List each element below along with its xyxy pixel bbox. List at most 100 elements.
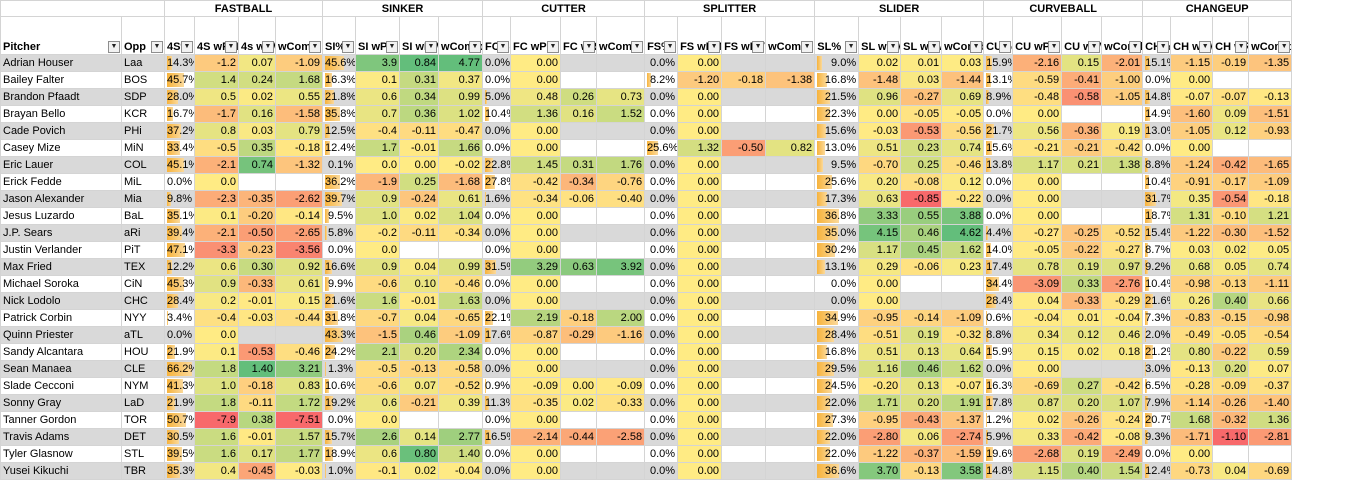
sinker-wcomb-cell[interactable]: [439, 412, 483, 429]
curveball-wpm-cell[interactable]: -2.68: [1013, 446, 1062, 463]
fastball-wcomb-cell[interactable]: -1.32: [276, 157, 323, 174]
sinker-wpm-cell[interactable]: -0.5: [356, 361, 400, 378]
fastball-usage-cell[interactable]: 28.4%: [165, 293, 195, 310]
curveball-wcomb-cell[interactable]: 0.19: [1102, 123, 1143, 140]
splitter-wpm-cell[interactable]: 0.00: [678, 123, 722, 140]
fastball-usage-cell[interactable]: 12.2%: [165, 259, 195, 276]
slider-wpm-cell[interactable]: -0.95: [859, 412, 901, 429]
fastball-wcomb-cell[interactable]: 0.79: [276, 123, 323, 140]
sinker-wcomb-cell[interactable]: -1.09: [439, 327, 483, 344]
cutter-wrv-cell[interactable]: -0.44: [561, 429, 597, 446]
curveball-wpm-cell[interactable]: 0.15: [1013, 344, 1062, 361]
pitcher-name-cell[interactable]: Jason Alexander: [1, 191, 122, 208]
filter-dropdown-icon[interactable]: ▼: [1278, 41, 1290, 53]
filter-dropdown-icon[interactable]: ▼: [469, 41, 481, 53]
slider-usage-cell[interactable]: 36.8%: [815, 208, 859, 225]
splitter-usage-cell[interactable]: 0.0%: [645, 327, 678, 344]
filter-dropdown-icon[interactable]: ▼: [970, 41, 982, 53]
splitter-usage-cell[interactable]: 8.2%: [645, 72, 678, 89]
splitter-wcomb-cell[interactable]: [766, 310, 815, 327]
opponent-cell[interactable]: STL: [122, 446, 165, 463]
curveball-wpm-cell[interactable]: 0.34: [1013, 327, 1062, 344]
slider-wrv-cell[interactable]: 0.46: [901, 361, 942, 378]
cutter-usage-cell[interactable]: 0.0%: [483, 344, 511, 361]
cutter-usage-cell[interactable]: 0.0%: [483, 208, 511, 225]
curveball-usage-cell[interactable]: 8.8%: [984, 327, 1013, 344]
fastball-wcomb-cell[interactable]: [276, 327, 323, 344]
cutter-wcomb-cell[interactable]: [597, 412, 645, 429]
filter-dropdown-icon[interactable]: ▼: [631, 41, 643, 53]
opponent-cell[interactable]: TOR: [122, 412, 165, 429]
filter-dropdown-icon[interactable]: ▼: [583, 41, 595, 53]
cutter-usage-cell[interactable]: 0.0%: [483, 293, 511, 310]
splitter-wcomb-cell[interactable]: [766, 208, 815, 225]
opponent-cell[interactable]: COL: [122, 157, 165, 174]
cutter-usage-cell[interactable]: 27.8%: [483, 174, 511, 191]
filter-dropdown-icon[interactable]: ▼: [151, 41, 163, 53]
filter-dropdown-icon[interactable]: ▼: [928, 41, 940, 53]
table-row[interactable]: Tanner GordonTOR50.7%-7.90.38-7.510.0%0.…: [1, 412, 1292, 429]
splitter-usage-cell[interactable]: 0.0%: [645, 191, 678, 208]
fastball-wrv-cell[interactable]: 0.07: [239, 55, 276, 72]
splitter-wcomb-cell[interactable]: [766, 259, 815, 276]
cutter-wrv-cell[interactable]: [561, 140, 597, 157]
changeup-wcomb-cell[interactable]: -1.51: [1249, 106, 1292, 123]
fastball-wcomb-cell[interactable]: -0.14: [276, 208, 323, 225]
splitter-wcomb-cell[interactable]: [766, 123, 815, 140]
changeup-usage-cell[interactable]: 9.3%: [1143, 429, 1171, 446]
table-row[interactable]: Yusei KikuchiTBR35.3%0.4-0.45-0.031.0%-0…: [1, 463, 1292, 480]
slider-wrv-cell[interactable]: -0.05: [901, 106, 942, 123]
splitter-wcomb-cell[interactable]: [766, 276, 815, 293]
cutter-wpm-cell[interactable]: 0.00: [511, 446, 561, 463]
slider-wrv-cell[interactable]: -0.53: [901, 123, 942, 140]
sinker-usage-cell[interactable]: 1.3%: [323, 361, 356, 378]
changeup-wcomb-cell[interactable]: -1.65: [1249, 157, 1292, 174]
table-row[interactable]: Justin VerlanderPiT47.1%-3.3-0.23-3.560.…: [1, 242, 1292, 259]
curveball-wrv-cell[interactable]: -0.41: [1062, 72, 1102, 89]
splitter-wpm-cell[interactable]: 0.00: [678, 463, 722, 480]
curveball-usage-cell[interactable]: 0.0%: [984, 361, 1013, 378]
fastball-wrv-cell[interactable]: 0.38: [239, 412, 276, 429]
changeup-wpm-cell[interactable]: -0.73: [1171, 463, 1213, 480]
cutter-wcomb-cell[interactable]: -0.09: [597, 378, 645, 395]
cutter-wpm-cell[interactable]: -0.87: [511, 327, 561, 344]
curveball-wpm-cell[interactable]: -0.59: [1013, 72, 1062, 89]
opponent-cell[interactable]: CLE: [122, 361, 165, 378]
curveball-wcomb-cell[interactable]: [1102, 361, 1143, 378]
slider-wcomb-cell[interactable]: 1.62: [942, 361, 984, 378]
table-row[interactable]: Bailey FalterBOS45.7%1.40.241.6816.3%0.1…: [1, 72, 1292, 89]
sinker-wcomb-cell[interactable]: -0.34: [439, 225, 483, 242]
curveball-wrv-cell[interactable]: 0.15: [1062, 55, 1102, 72]
changeup-wcomb-cell[interactable]: -1.52: [1249, 225, 1292, 242]
fastball-wcomb-cell[interactable]: 1.68: [276, 72, 323, 89]
splitter-usage-cell[interactable]: 0.0%: [645, 344, 678, 361]
cutter-wrv-cell[interactable]: [561, 123, 597, 140]
splitter-wpm-cell[interactable]: 0.00: [678, 208, 722, 225]
cutter-wpm-cell[interactable]: 0.00: [511, 276, 561, 293]
sinker-usage-cell[interactable]: 0.0%: [323, 412, 356, 429]
fastball-wrv-cell[interactable]: -0.53: [239, 344, 276, 361]
fastball-usage-cell[interactable]: 30.5%: [165, 429, 195, 446]
curveball-wcomb-cell[interactable]: -1.00: [1102, 72, 1143, 89]
sinker-wrv-cell[interactable]: 0.14: [400, 429, 439, 446]
sinker-wrv-cell[interactable]: -0.01: [400, 293, 439, 310]
sinker-usage-cell[interactable]: 36.2%: [323, 174, 356, 191]
slider-wcomb-cell[interactable]: -0.07: [942, 378, 984, 395]
curveball-wpm-cell[interactable]: -0.48: [1013, 89, 1062, 106]
cutter-usage-cell[interactable]: 0.0%: [483, 140, 511, 157]
cutter-wpm-cell[interactable]: 0.00: [511, 361, 561, 378]
splitter-wpm-cell[interactable]: 0.00: [678, 412, 722, 429]
cutter-usage-cell[interactable]: 0.0%: [483, 225, 511, 242]
pitcher-name-cell[interactable]: Quinn Priester: [1, 327, 122, 344]
table-row[interactable]: Jesus LuzardoBaL35.1%0.1-0.20-0.149.5%1.…: [1, 208, 1292, 225]
filter-dropdown-icon[interactable]: ▼: [752, 41, 764, 53]
fastball-usage-cell[interactable]: 45.1%: [165, 157, 195, 174]
splitter-wcomb-cell[interactable]: [766, 157, 815, 174]
sinker-usage-cell[interactable]: 16.6%: [323, 259, 356, 276]
splitter-wrv-cell[interactable]: [722, 191, 766, 208]
sinker-wpm-cell[interactable]: 0.7: [356, 106, 400, 123]
splitter-wrv-cell[interactable]: [722, 242, 766, 259]
cutter-wcomb-cell[interactable]: [597, 344, 645, 361]
curveball-wpm-cell[interactable]: -0.05: [1013, 242, 1062, 259]
changeup-usage-cell[interactable]: 8.8%: [1143, 157, 1171, 174]
